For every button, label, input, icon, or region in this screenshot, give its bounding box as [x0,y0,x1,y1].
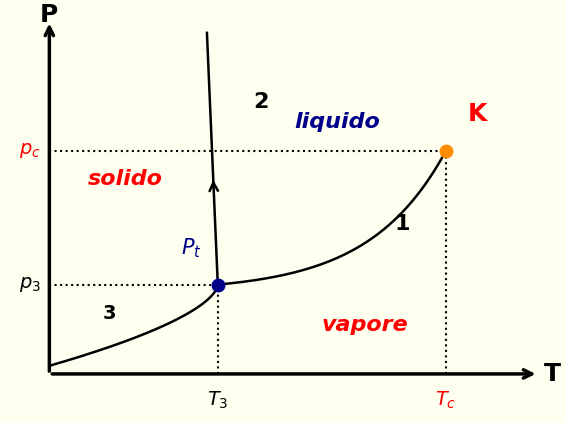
Text: 1: 1 [395,214,410,233]
Text: T: T [543,362,560,386]
Text: $p_c$: $p_c$ [19,141,41,160]
Text: solido: solido [88,169,163,189]
Text: liquido: liquido [294,112,380,132]
Text: K: K [468,102,487,126]
Text: vapore: vapore [321,315,408,335]
Text: 3: 3 [102,304,116,322]
Text: $T_3$: $T_3$ [207,390,229,412]
Text: $T_c$: $T_c$ [435,390,457,412]
Text: $P_t$: $P_t$ [181,236,201,260]
Text: $p_3$: $p_3$ [19,275,41,294]
Text: 2: 2 [254,92,269,112]
Text: P: P [40,3,58,27]
